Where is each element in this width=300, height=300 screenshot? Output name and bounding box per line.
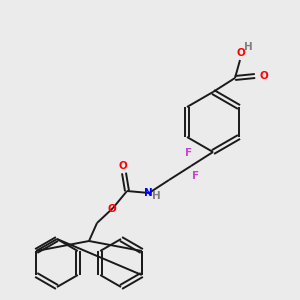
Text: O: O [108, 204, 116, 214]
Text: O: O [118, 161, 127, 171]
Text: O: O [260, 71, 269, 81]
Text: F: F [185, 148, 193, 158]
Text: H: H [244, 42, 252, 52]
Text: H: H [152, 191, 160, 201]
Text: O: O [237, 48, 245, 58]
Text: N: N [144, 188, 152, 198]
Text: F: F [192, 171, 200, 181]
